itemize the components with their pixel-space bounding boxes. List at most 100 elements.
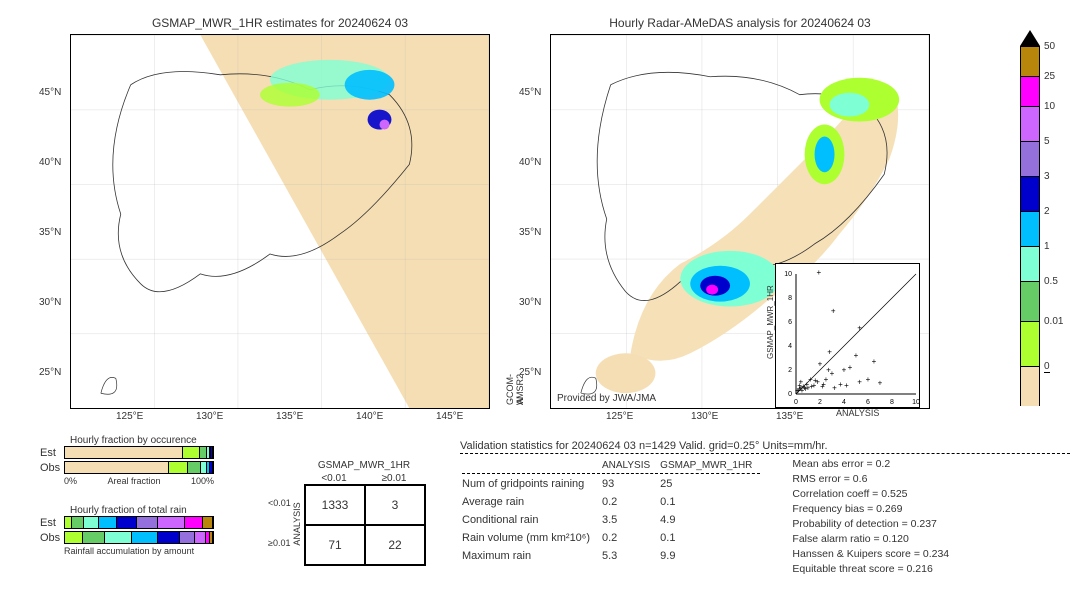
bar-segment — [210, 532, 213, 543]
lon-tick: 130°E — [691, 411, 718, 422]
colorbar-segment — [1020, 281, 1040, 321]
stats-cell: 3.5 — [602, 512, 658, 528]
colorbar-tick: 10 — [1044, 101, 1055, 112]
lon-tick: 140°E — [356, 411, 383, 422]
svg-text:+: + — [826, 365, 831, 374]
stats-cell: 0.1 — [660, 494, 760, 510]
bar-segment — [72, 517, 84, 528]
colorbar-tick: 0.5 — [1044, 276, 1058, 287]
svg-text:+: + — [872, 357, 877, 366]
stats-cell: 93 — [602, 476, 658, 492]
bar-segment — [65, 462, 169, 473]
svg-text:+: + — [854, 351, 859, 360]
metric-line: False alarm ratio = 0.120 — [792, 533, 949, 545]
colorbar-segment — [1020, 46, 1040, 76]
bar-segment — [210, 462, 213, 473]
metric-line: Probability of detection = 0.237 — [792, 518, 949, 530]
lat-tick: 25°N — [519, 367, 541, 378]
ct-cell: 22 — [365, 525, 425, 565]
gsmap-map-svg — [71, 35, 489, 408]
stats-cell: 0.2 — [602, 530, 658, 546]
metric-line: Mean abs error = 0.2 — [792, 458, 949, 470]
svg-text:+: + — [866, 375, 871, 384]
colorbar-segment — [1020, 141, 1040, 176]
metric-line: Hanssen & Kuipers score = 0.234 — [792, 548, 949, 560]
stats-cell: Rain volume (mm km²10⁶) — [462, 530, 600, 546]
svg-text:+: + — [831, 307, 836, 316]
lat-tick: 30°N — [39, 297, 61, 308]
bar-segment — [180, 532, 195, 543]
bar-segment — [200, 447, 207, 458]
colorbar-tick: 50 — [1044, 41, 1055, 52]
bar-segment — [65, 532, 83, 543]
svg-text:+: + — [878, 379, 883, 388]
lat-tick: 25°N — [39, 367, 61, 378]
lat-tick: 35°N — [519, 227, 541, 238]
metric-line: Correlation coeff = 0.525 — [792, 488, 949, 500]
svg-text:10: 10 — [784, 271, 792, 278]
lat-tick: 40°N — [39, 157, 61, 168]
stats-metrics: Mean abs error = 0.2RMS error = 0.6Corre… — [792, 458, 949, 578]
bar-segment — [211, 447, 212, 458]
ct-row-lbl: <0.01 — [268, 498, 291, 508]
colorbar-segment — [1020, 176, 1040, 211]
bar-segment — [169, 462, 188, 473]
bar-segment — [137, 517, 158, 528]
row-label: Obs — [40, 462, 64, 474]
svg-text:2: 2 — [788, 367, 792, 374]
stats-table: ANALYSISGSMAP_MWR_1HR Num of gridpoints … — [460, 458, 762, 578]
colorbar-over-triangle — [1020, 30, 1040, 46]
th: GSMAP_MWR_1HR — [660, 460, 760, 474]
occurrence-est-bar — [64, 446, 214, 459]
svg-text:4: 4 — [788, 343, 792, 350]
stats-cell: 5.3 — [602, 548, 658, 564]
lon-tick: 135°E — [776, 411, 803, 422]
th — [462, 460, 600, 474]
bar-segment — [105, 532, 132, 543]
bar-segment — [65, 517, 72, 528]
lon-tick: 135°E — [276, 411, 303, 422]
svg-text:8: 8 — [788, 295, 792, 302]
svg-text:6: 6 — [866, 399, 870, 406]
ct-row-header: ANALYSIS — [257, 517, 337, 531]
lon-tick: 125°E — [116, 411, 143, 422]
totalrain-footer: Rainfall accumulation by amount — [64, 546, 214, 556]
bar-segment — [188, 462, 201, 473]
th: ANALYSIS — [602, 460, 658, 474]
svg-text:10: 10 — [912, 399, 920, 406]
stats-panel: Validation statistics for 20240624 03 n=… — [460, 440, 1070, 578]
svg-text:+: + — [818, 359, 823, 368]
occurrence-title: Hourly fraction by occurence — [70, 435, 214, 446]
lat-tick: 40°N — [519, 157, 541, 168]
ct-col-lbl: <0.01 — [304, 473, 364, 484]
lat-tick: 45°N — [519, 87, 541, 98]
colorbar-tick: 25 — [1044, 71, 1055, 82]
bar-segment — [158, 532, 180, 543]
totalrain-est-bar — [64, 516, 214, 529]
stats-cell: Num of gridpoints raining — [462, 476, 600, 492]
svg-text:4: 4 — [842, 399, 846, 406]
ct-col-header: GSMAP_MWR_1HR — [304, 460, 424, 471]
svg-text:0: 0 — [794, 399, 798, 406]
colorbar-tick: 5 — [1044, 136, 1050, 147]
stats-cell: 9.9 — [660, 548, 760, 564]
stats-cell: 4.9 — [660, 512, 760, 528]
radar-title: Hourly Radar-AMeDAS analysis for 2024062… — [550, 16, 930, 30]
stats-cell: 25 — [660, 476, 760, 492]
svg-text:0: 0 — [788, 391, 792, 398]
row-label: Obs — [40, 532, 64, 544]
colorbar-segment — [1020, 106, 1040, 141]
stats-cell: Maximum rain — [462, 548, 600, 564]
svg-text:+: + — [827, 347, 832, 356]
occurrence-panel: Hourly fraction by occurence Est Obs 0% … — [40, 435, 214, 486]
colorbar-tick: 0 — [1044, 361, 1050, 373]
colorbar-tick: 1 — [1044, 241, 1050, 252]
colorbar-tick: 2 — [1044, 206, 1050, 217]
svg-text:8: 8 — [890, 399, 894, 406]
svg-text:+: + — [813, 376, 818, 385]
colorbar-segment — [1020, 211, 1040, 246]
metric-line: Frequency bias = 0.269 — [792, 503, 949, 515]
svg-text:+: + — [857, 323, 862, 332]
svg-text:+: + — [857, 377, 862, 386]
scatter-svg: 00224466881010++++++++++++++++++++++++++… — [776, 264, 921, 409]
